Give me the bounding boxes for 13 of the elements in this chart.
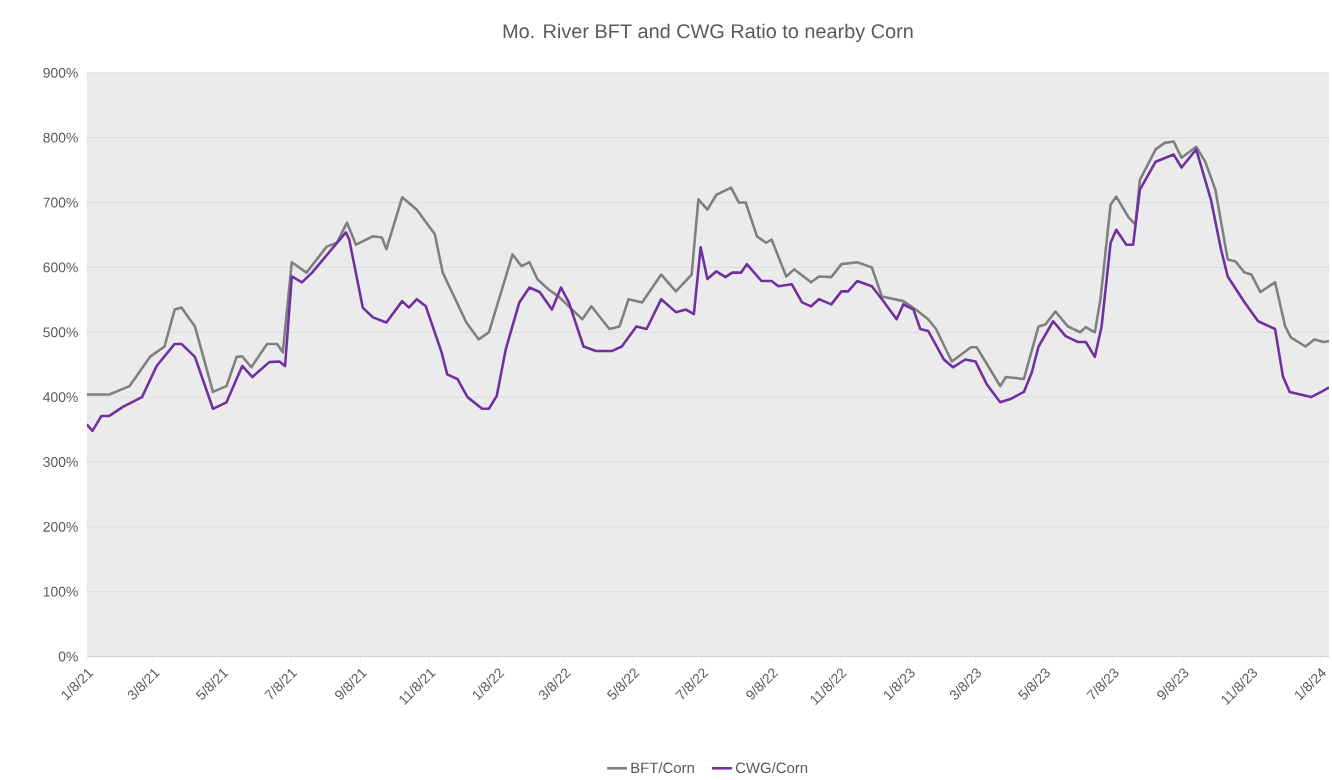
y-tick-label: 400% xyxy=(43,392,78,402)
y-tick-label: 300% xyxy=(43,456,78,467)
legend-label: BFT/Corn xyxy=(631,762,694,773)
y-tick-label: 900% xyxy=(43,67,78,78)
chart-title: Mo. River BFT and CWG Ratio to nearby Corn xyxy=(503,23,913,43)
y-tick-label: 800% xyxy=(43,132,78,143)
y-tick-label: 600% xyxy=(43,262,78,273)
y-tick-label: 100% xyxy=(43,586,78,597)
legend-label: CWG/Corn xyxy=(735,762,808,773)
y-tick-label: 700% xyxy=(43,197,78,208)
y-tick-label: 0% xyxy=(58,651,78,662)
y-tick-label: 200% xyxy=(43,521,78,532)
y-tick-label: 500% xyxy=(43,327,78,338)
